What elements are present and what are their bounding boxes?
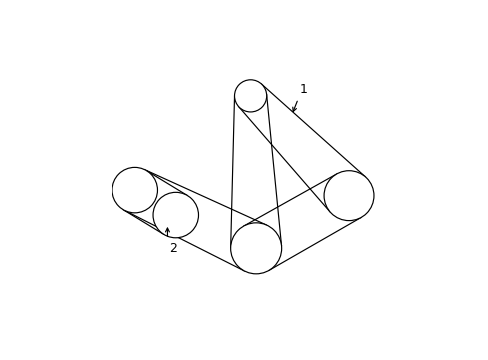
Circle shape — [112, 167, 157, 213]
Circle shape — [234, 80, 266, 112]
Circle shape — [230, 223, 281, 274]
Circle shape — [153, 192, 198, 238]
Circle shape — [324, 171, 373, 221]
Text: 1: 1 — [299, 84, 307, 96]
Text: 2: 2 — [168, 242, 176, 255]
